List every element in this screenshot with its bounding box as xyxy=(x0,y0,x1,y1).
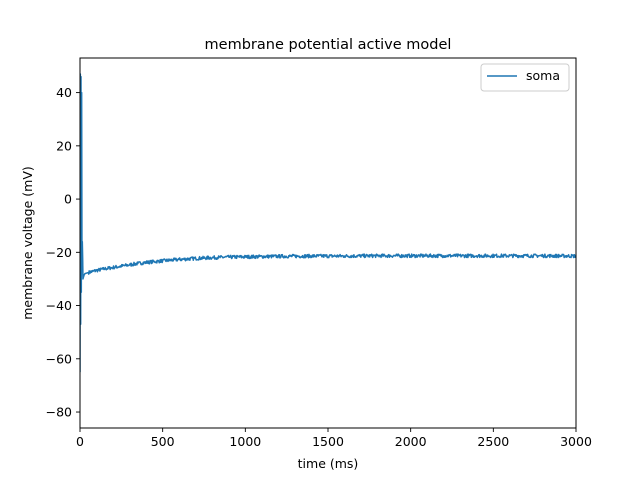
series-line-soma xyxy=(80,73,576,373)
y-tick-label: −60 xyxy=(46,351,72,366)
x-tick-label: 2000 xyxy=(395,434,427,449)
x-tick-label: 0 xyxy=(76,434,84,449)
y-tick-label: 0 xyxy=(64,192,72,207)
legend-box xyxy=(480,63,570,92)
y-tick-label: −40 xyxy=(46,298,72,313)
x-tick-label: 2500 xyxy=(477,434,509,449)
series-layer xyxy=(80,73,576,373)
y-tick-label: −80 xyxy=(46,405,72,420)
y-tick-label: 40 xyxy=(56,85,72,100)
chart-title: membrane potential active model xyxy=(205,37,452,53)
x-tick-label: 1500 xyxy=(312,434,344,449)
y-axis: −80 −60 −40 −20 0 20 40 xyxy=(46,85,80,420)
x-tick-label: 500 xyxy=(151,434,175,449)
legend: soma xyxy=(480,63,570,92)
x-axis-label: time (ms) xyxy=(298,456,359,471)
legend-label-soma: soma xyxy=(526,68,560,83)
x-axis: 0 500 1000 1500 2000 2500 3000 xyxy=(76,428,592,449)
y-tick-label: 20 xyxy=(56,138,72,153)
x-tick-label: 3000 xyxy=(560,434,592,449)
x-tick-label: 1000 xyxy=(229,434,261,449)
y-tick-label: −20 xyxy=(46,245,72,260)
y-axis-label: membrane voltage (mV) xyxy=(20,166,35,320)
